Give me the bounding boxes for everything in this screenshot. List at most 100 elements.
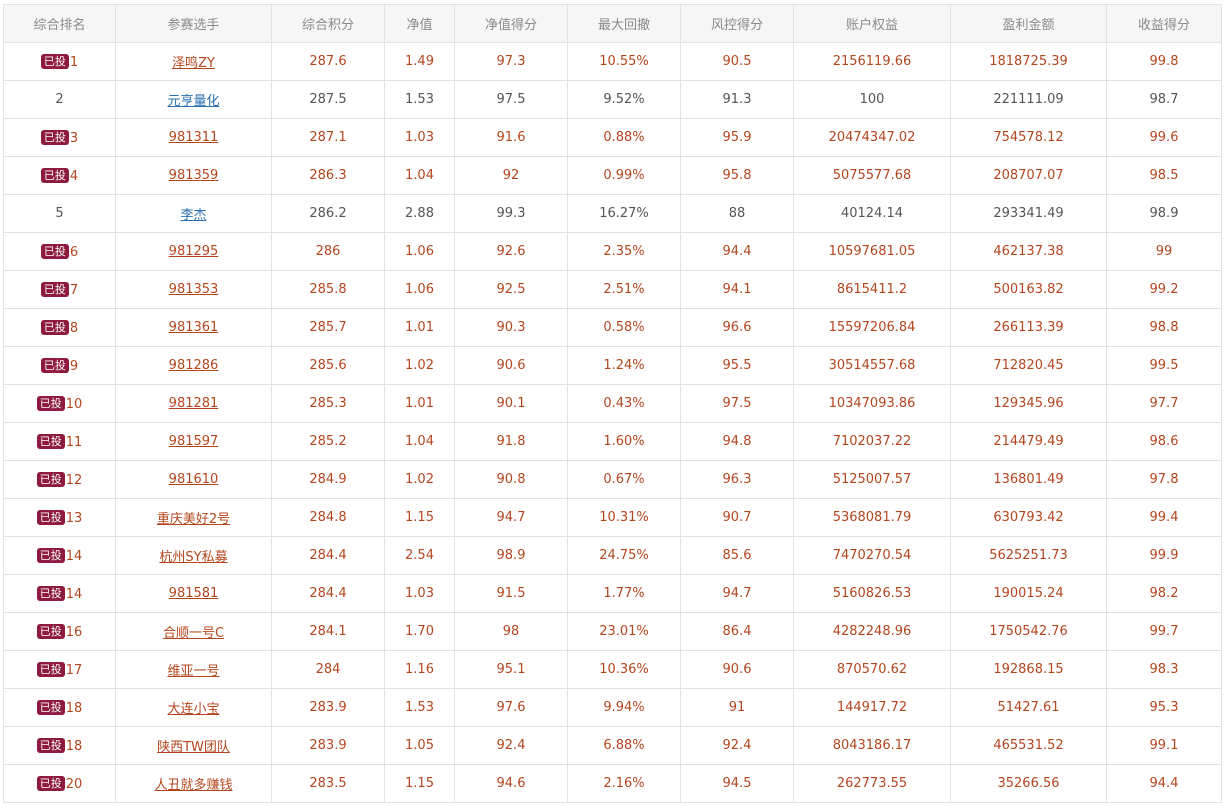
profit-cell: 5625251.73	[950, 536, 1107, 575]
return-score-cell: 97.8	[1106, 460, 1222, 499]
player-link[interactable]: 981286	[168, 358, 219, 373]
equity-cell: 8043186.17	[793, 726, 951, 765]
player-link[interactable]: 李杰	[180, 208, 207, 223]
table-row: 已投 9 981286 285.6 1.02 90.6 1.24% 95.5 30514557.…	[3, 346, 1222, 385]
rank-number: 13	[65, 510, 83, 526]
table-row: 已投 8 981361 285.7 1.01 90.3 0.58% 96.6 15597206.…	[3, 308, 1222, 347]
player-link[interactable]: 泽鸣ZY	[172, 56, 215, 71]
invested-badge: 已投	[36, 433, 65, 449]
max-drawdown-cell: 16.27%	[567, 194, 681, 233]
player-cell: 李杰	[115, 194, 272, 233]
total-score-cell: 286	[271, 232, 385, 271]
player-link[interactable]: 981311	[168, 130, 219, 145]
profit-cell: 1750542.76	[950, 612, 1107, 651]
risk-score-cell: 97.5	[680, 384, 794, 423]
player-link[interactable]: 981610	[168, 472, 219, 487]
player-link[interactable]: 维亚一号	[167, 664, 220, 679]
player-cell: 人丑就多赚钱	[115, 764, 272, 803]
nav-cell: 1.16	[384, 650, 455, 689]
nav-cell: 1.06	[384, 232, 455, 271]
return-score-cell: 97.7	[1106, 384, 1222, 423]
header-total-score: 综合积分	[271, 4, 385, 43]
nav-score-cell: 98.9	[454, 536, 568, 575]
nav-cell: 2.54	[384, 536, 455, 575]
player-link[interactable]: 元亨量化	[167, 94, 220, 109]
player-link[interactable]: 合顺一号C	[162, 626, 225, 641]
equity-cell: 10347093.86	[793, 384, 951, 423]
player-link[interactable]: 981353	[168, 282, 219, 297]
rank-cell: 已投 10	[3, 384, 116, 423]
player-cell: 泽鸣ZY	[115, 42, 272, 81]
table-row: 已投 10 981281 285.3 1.01 90.1 0.43% 97.5 10347093…	[3, 384, 1222, 423]
invested-badge: 已投	[36, 395, 65, 411]
total-score-cell: 284.4	[271, 536, 385, 575]
equity-cell: 144917.72	[793, 688, 951, 727]
rank-number: 6	[69, 244, 79, 260]
nav-score-cell: 99.3	[454, 194, 568, 233]
header-max-drawdown: 最大回撤	[567, 4, 681, 43]
total-score-cell: 283.5	[271, 764, 385, 803]
return-score-cell: 95.3	[1106, 688, 1222, 727]
player-cell: 981281	[115, 384, 272, 423]
profit-cell: 754578.12	[950, 118, 1107, 157]
profit-cell: 712820.45	[950, 346, 1107, 385]
rank-number: 14	[65, 586, 83, 602]
player-link[interactable]: 人丑就多赚钱	[154, 778, 233, 793]
nav-score-cell: 94.7	[454, 498, 568, 537]
player-link[interactable]: 981295	[168, 244, 219, 259]
player-link[interactable]: 重庆美好2号	[156, 512, 231, 527]
nav-cell: 1.03	[384, 118, 455, 157]
rank-cell: 已投 6	[3, 232, 116, 271]
return-score-cell: 98.5	[1106, 156, 1222, 195]
invested-badge: 已投	[36, 509, 65, 525]
player-link[interactable]: 981361	[168, 320, 219, 335]
player-link[interactable]: 大连小宝	[167, 702, 220, 717]
invested-badge: 已投	[36, 585, 65, 601]
return-score-cell: 99.5	[1106, 346, 1222, 385]
rank-number: 17	[65, 662, 83, 678]
risk-score-cell: 95.9	[680, 118, 794, 157]
max-drawdown-cell: 2.51%	[567, 270, 681, 309]
nav-score-cell: 97.6	[454, 688, 568, 727]
equity-cell: 2156119.66	[793, 42, 951, 81]
risk-score-cell: 90.5	[680, 42, 794, 81]
nav-cell: 1.03	[384, 574, 455, 613]
max-drawdown-cell: 1.77%	[567, 574, 681, 613]
player-cell: 981311	[115, 118, 272, 157]
total-score-cell: 285.3	[271, 384, 385, 423]
max-drawdown-cell: 9.94%	[567, 688, 681, 727]
equity-cell: 20474347.02	[793, 118, 951, 157]
equity-cell: 7470270.54	[793, 536, 951, 575]
nav-cell: 1.49	[384, 42, 455, 81]
profit-cell: 630793.42	[950, 498, 1107, 537]
player-link[interactable]: 981597	[168, 434, 219, 449]
player-link[interactable]: 981581	[168, 586, 219, 601]
equity-cell: 5075577.68	[793, 156, 951, 195]
nav-score-cell: 95.1	[454, 650, 568, 689]
player-cell: 981353	[115, 270, 272, 309]
player-link[interactable]: 981281	[168, 396, 219, 411]
player-cell: 981295	[115, 232, 272, 271]
nav-score-cell: 92.6	[454, 232, 568, 271]
max-drawdown-cell: 24.75%	[567, 536, 681, 575]
table-row: 已投 6 981295 286 1.06 92.6 2.35% 94.4 10597681.05…	[3, 232, 1222, 271]
table-row: 已投 13 重庆美好2号 284.8 1.15 94.7 10.31% 90.7 5368081…	[3, 498, 1222, 537]
profit-cell: 35266.56	[950, 764, 1107, 803]
invested-badge: 已投	[36, 623, 65, 639]
risk-score-cell: 94.8	[680, 422, 794, 461]
header-nav-score: 净值得分	[454, 4, 568, 43]
risk-score-cell: 88	[680, 194, 794, 233]
nav-cell: 1.01	[384, 384, 455, 423]
player-link[interactable]: 杭州SY私募	[159, 550, 228, 565]
risk-score-cell: 95.5	[680, 346, 794, 385]
invested-badge: 已投	[40, 53, 69, 69]
header-profit: 盈利金额	[950, 4, 1107, 43]
rank-cell: 2	[3, 80, 116, 119]
rank-number: 16	[65, 624, 83, 640]
rank-number: 1	[69, 54, 79, 70]
player-link[interactable]: 981359	[168, 168, 219, 183]
invested-badge: 已投	[40, 319, 69, 335]
max-drawdown-cell: 2.16%	[567, 764, 681, 803]
player-link[interactable]: 陕西TW团队	[157, 740, 230, 755]
rank-cell: 已投 14	[3, 536, 116, 575]
